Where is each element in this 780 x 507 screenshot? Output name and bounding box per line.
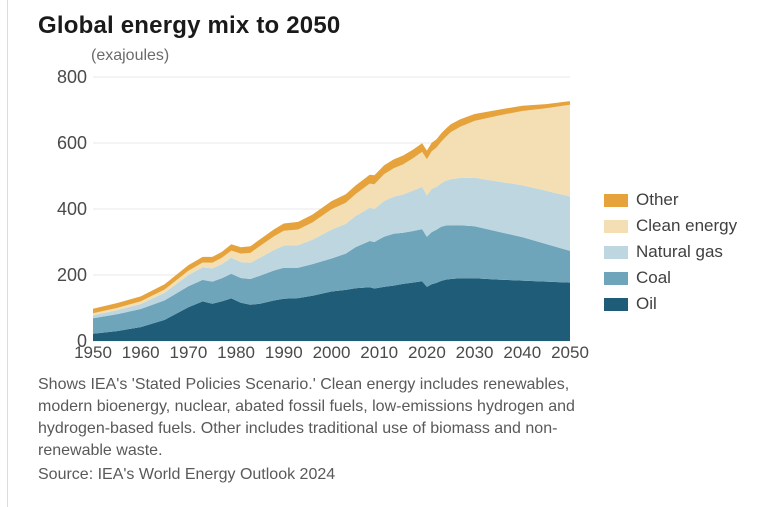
legend-label: Other (636, 190, 679, 209)
area-clean-energy (93, 104, 570, 316)
y-tick-label-800: 800 (57, 67, 87, 87)
legend-item-other: Other (604, 187, 737, 213)
x-tick-label-1980: 1980 (217, 343, 255, 362)
legend-swatch-icon (604, 271, 628, 285)
stacked-area-chart: 0 200 400 600 800 1950 1960 1970 1980 1990 2000 201… (57, 67, 589, 362)
x-tick-label-2010: 2010 (360, 343, 398, 362)
area-coal (93, 225, 570, 334)
chart-source: Source: IEA's World Energy Outlook 2024 (38, 466, 336, 483)
screenshot-edge-line (7, 0, 8, 507)
area-other (93, 101, 570, 314)
x-tick-label-1990: 1990 (265, 343, 303, 362)
chart-title: Global energy mix to 2050 (38, 12, 341, 39)
x-tick-label-1950: 1950 (74, 343, 112, 362)
legend-item-clean-energy: Clean energy (604, 213, 737, 239)
chart-footnote: Shows IEA's 'Stated Policies Scenario.' … (38, 376, 575, 459)
chart-legend: Other Clean energy Natural gas Coal Oil (604, 187, 737, 317)
legend-item-coal: Coal (604, 265, 737, 291)
x-tick-label-1970: 1970 (169, 343, 207, 362)
legend-label: Clean energy (636, 216, 738, 235)
x-tick-label-1960: 1960 (122, 343, 160, 362)
x-tick-label-2050: 2050 (551, 343, 589, 362)
legend-swatch-icon (604, 297, 628, 311)
legend-label: Natural gas (636, 242, 723, 261)
x-tick-label-2030: 2030 (456, 343, 494, 362)
legend-item-oil: Oil (604, 291, 737, 317)
chart-unit-label: (exajoules) (91, 47, 170, 64)
area-oil (93, 278, 570, 341)
x-tick-label-2020: 2020 (408, 343, 446, 362)
y-tick-label-600: 600 (57, 133, 87, 153)
legend-swatch-icon (604, 245, 628, 259)
y-tick-label-0: 0 (77, 331, 87, 351)
x-tick-label-2000: 2000 (313, 343, 351, 362)
x-tick-label-2040: 2040 (503, 343, 541, 362)
legend-label: Coal (636, 268, 671, 287)
legend-label: Oil (636, 294, 657, 313)
legend-item-natural-gas: Natural gas (604, 239, 737, 265)
legend-swatch-icon (604, 193, 628, 207)
y-tick-label-200: 200 (57, 265, 87, 285)
y-tick-label-400: 400 (57, 199, 87, 219)
area-natural-gas (93, 177, 570, 319)
legend-swatch-icon (604, 219, 628, 233)
